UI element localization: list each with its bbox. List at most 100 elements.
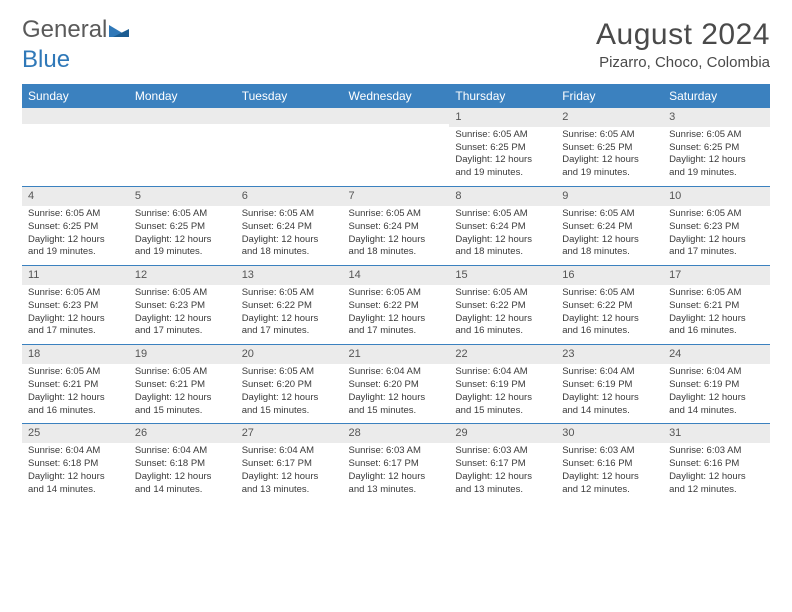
day-number: 27: [236, 424, 343, 443]
day-number: [236, 108, 343, 124]
day-content: Sunrise: 6:04 AMSunset: 6:19 PMDaylight:…: [556, 364, 663, 423]
day-content: Sunrise: 6:05 AMSunset: 6:22 PMDaylight:…: [449, 285, 556, 344]
day-info-line: Sunset: 6:23 PM: [28, 300, 123, 313]
day-info-line: Sunset: 6:19 PM: [455, 379, 550, 392]
day-number: 5: [129, 187, 236, 206]
day-info-line: Sunset: 6:25 PM: [135, 221, 230, 234]
col-friday: Friday: [556, 84, 663, 108]
day-number: 9: [556, 187, 663, 206]
day-info-line: Sunrise: 6:03 AM: [349, 445, 444, 458]
day-cell: 28Sunrise: 6:03 AMSunset: 6:17 PMDayligh…: [343, 424, 450, 503]
day-info-line: Sunset: 6:19 PM: [562, 379, 657, 392]
day-cell: 2Sunrise: 6:05 AMSunset: 6:25 PMDaylight…: [556, 108, 663, 187]
day-number: 11: [22, 266, 129, 285]
day-info-line: Sunset: 6:17 PM: [242, 458, 337, 471]
day-content: Sunrise: 6:03 AMSunset: 6:16 PMDaylight:…: [663, 443, 770, 502]
day-content: Sunrise: 6:05 AMSunset: 6:25 PMDaylight:…: [449, 127, 556, 186]
day-info-line: Sunrise: 6:04 AM: [455, 366, 550, 379]
day-info-line: Sunset: 6:24 PM: [349, 221, 444, 234]
day-cell: 21Sunrise: 6:04 AMSunset: 6:20 PMDayligh…: [343, 345, 450, 424]
day-content: [129, 124, 236, 176]
day-info-line: Sunrise: 6:05 AM: [135, 208, 230, 221]
day-number: 22: [449, 345, 556, 364]
day-content: Sunrise: 6:04 AMSunset: 6:17 PMDaylight:…: [236, 443, 343, 502]
day-cell: 8Sunrise: 6:05 AMSunset: 6:24 PMDaylight…: [449, 187, 556, 266]
day-info-line: Sunrise: 6:05 AM: [562, 208, 657, 221]
day-info-line: Daylight: 12 hours and 13 minutes.: [242, 471, 337, 497]
day-number: 29: [449, 424, 556, 443]
day-info-line: Sunrise: 6:04 AM: [669, 366, 764, 379]
day-info-line: Sunrise: 6:05 AM: [242, 208, 337, 221]
logo-text-1: General: [22, 16, 107, 43]
title-block: August 2024 Pizarro, Choco, Colombia: [596, 18, 770, 71]
day-info-line: Sunrise: 6:05 AM: [28, 366, 123, 379]
day-content: Sunrise: 6:05 AMSunset: 6:21 PMDaylight:…: [129, 364, 236, 423]
day-info-line: Sunrise: 6:05 AM: [242, 366, 337, 379]
day-info-line: Daylight: 12 hours and 14 minutes.: [135, 471, 230, 497]
day-cell: 1Sunrise: 6:05 AMSunset: 6:25 PMDaylight…: [449, 108, 556, 187]
day-info-line: Daylight: 12 hours and 14 minutes.: [562, 392, 657, 418]
day-number: 19: [129, 345, 236, 364]
day-number: 12: [129, 266, 236, 285]
day-info-line: Sunset: 6:16 PM: [669, 458, 764, 471]
header: General Blue August 2024 Pizarro, Choco,…: [22, 18, 770, 72]
day-info-line: Sunset: 6:22 PM: [562, 300, 657, 313]
day-info-line: Sunrise: 6:05 AM: [669, 129, 764, 142]
day-number: 20: [236, 345, 343, 364]
day-cell: [343, 108, 450, 187]
day-number: 3: [663, 108, 770, 127]
col-monday: Monday: [129, 84, 236, 108]
day-info-line: Daylight: 12 hours and 16 minutes.: [669, 313, 764, 339]
logo-text-2: Blue: [22, 46, 70, 73]
day-content: Sunrise: 6:05 AMSunset: 6:24 PMDaylight:…: [343, 206, 450, 265]
day-content: Sunrise: 6:04 AMSunset: 6:18 PMDaylight:…: [129, 443, 236, 502]
day-cell: 9Sunrise: 6:05 AMSunset: 6:24 PMDaylight…: [556, 187, 663, 266]
day-content: Sunrise: 6:05 AMSunset: 6:21 PMDaylight:…: [663, 285, 770, 344]
day-info-line: Daylight: 12 hours and 17 minutes.: [135, 313, 230, 339]
day-info-line: Sunset: 6:17 PM: [455, 458, 550, 471]
day-number: 2: [556, 108, 663, 127]
day-cell: 24Sunrise: 6:04 AMSunset: 6:19 PMDayligh…: [663, 345, 770, 424]
day-info-line: Sunset: 6:20 PM: [242, 379, 337, 392]
day-info-line: Sunset: 6:16 PM: [562, 458, 657, 471]
day-info-line: Sunset: 6:25 PM: [455, 142, 550, 155]
day-info-line: Daylight: 12 hours and 19 minutes.: [28, 234, 123, 260]
day-content: Sunrise: 6:05 AMSunset: 6:25 PMDaylight:…: [556, 127, 663, 186]
day-number: 1: [449, 108, 556, 127]
location-text: Pizarro, Choco, Colombia: [596, 54, 770, 71]
day-cell: 29Sunrise: 6:03 AMSunset: 6:17 PMDayligh…: [449, 424, 556, 503]
day-content: Sunrise: 6:05 AMSunset: 6:23 PMDaylight:…: [663, 206, 770, 265]
day-number: 30: [556, 424, 663, 443]
week-row: 4Sunrise: 6:05 AMSunset: 6:25 PMDaylight…: [22, 187, 770, 266]
col-wednesday: Wednesday: [343, 84, 450, 108]
day-info-line: Sunrise: 6:05 AM: [242, 287, 337, 300]
day-info-line: Sunset: 6:21 PM: [669, 300, 764, 313]
week-row: 11Sunrise: 6:05 AMSunset: 6:23 PMDayligh…: [22, 266, 770, 345]
week-row: 1Sunrise: 6:05 AMSunset: 6:25 PMDaylight…: [22, 108, 770, 187]
day-number: 31: [663, 424, 770, 443]
day-info-line: Daylight: 12 hours and 19 minutes.: [669, 154, 764, 180]
month-title: August 2024: [596, 18, 770, 52]
day-info-line: Sunset: 6:18 PM: [135, 458, 230, 471]
day-info-line: Sunset: 6:22 PM: [455, 300, 550, 313]
day-info-line: Sunrise: 6:05 AM: [669, 208, 764, 221]
day-info-line: Sunrise: 6:05 AM: [562, 287, 657, 300]
day-info-line: Sunrise: 6:05 AM: [28, 287, 123, 300]
day-number: 13: [236, 266, 343, 285]
day-info-line: Sunrise: 6:05 AM: [669, 287, 764, 300]
day-info-line: Daylight: 12 hours and 13 minutes.: [349, 471, 444, 497]
day-info-line: Daylight: 12 hours and 17 minutes.: [669, 234, 764, 260]
day-number: 17: [663, 266, 770, 285]
day-info-line: Daylight: 12 hours and 15 minutes.: [135, 392, 230, 418]
day-cell: 10Sunrise: 6:05 AMSunset: 6:23 PMDayligh…: [663, 187, 770, 266]
day-content: Sunrise: 6:05 AMSunset: 6:22 PMDaylight:…: [556, 285, 663, 344]
day-info-line: Sunrise: 6:05 AM: [349, 208, 444, 221]
day-content: Sunrise: 6:04 AMSunset: 6:19 PMDaylight:…: [449, 364, 556, 423]
day-info-line: Sunset: 6:20 PM: [349, 379, 444, 392]
day-info-line: Daylight: 12 hours and 12 minutes.: [669, 471, 764, 497]
logo-mark-icon: [109, 18, 129, 42]
day-info-line: Sunset: 6:22 PM: [349, 300, 444, 313]
day-cell: [22, 108, 129, 187]
col-tuesday: Tuesday: [236, 84, 343, 108]
day-cell: 17Sunrise: 6:05 AMSunset: 6:21 PMDayligh…: [663, 266, 770, 345]
